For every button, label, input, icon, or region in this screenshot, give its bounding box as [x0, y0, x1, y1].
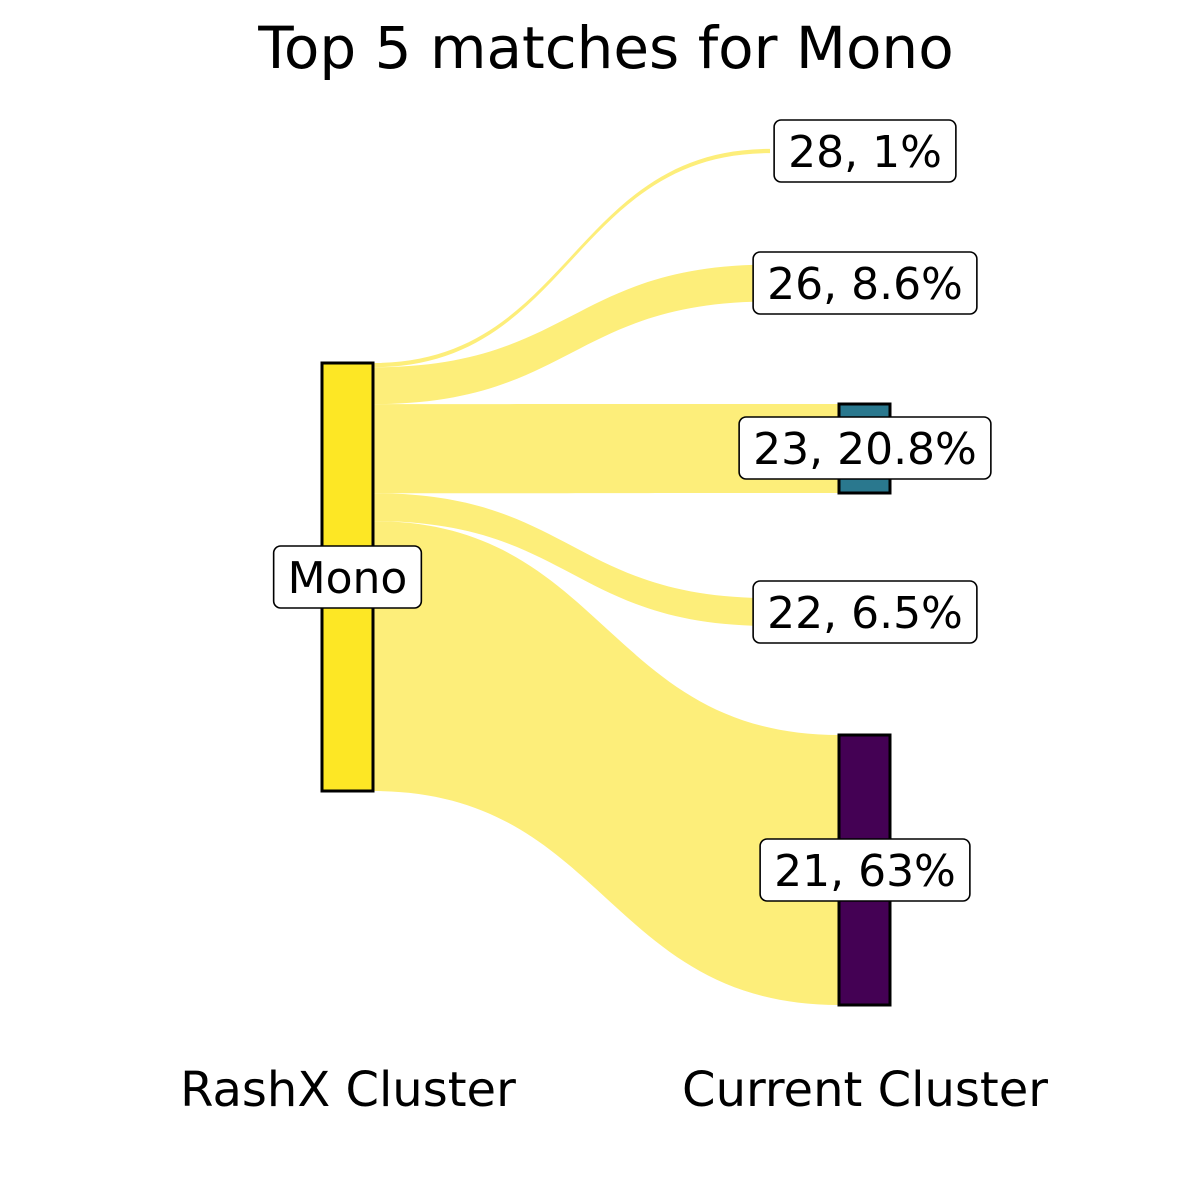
target-node-label-23: 23, 20.8% — [738, 416, 992, 480]
label-group: Mono 28, 1% 26, 8.6% 23, 20.8% 22, 6.5% 21, 6… — [272, 119, 992, 902]
left-axis-label: RashX Cluster — [180, 1062, 516, 1118]
svg-text:22, 6.5%: 22, 6.5% — [767, 588, 963, 639]
target-node-label-26: 26, 8.6% — [752, 251, 978, 315]
flow-group — [373, 148, 839, 1005]
flow-28 — [373, 148, 770, 368]
target-node-label-28: 28, 1% — [773, 119, 957, 183]
svg-text:21, 63%: 21, 63% — [774, 846, 956, 897]
flow-22 — [373, 493, 770, 626]
svg-text:28, 1%: 28, 1% — [788, 127, 942, 178]
flow-21 — [373, 521, 839, 1005]
chart-title: Top 5 matches for Mono — [257, 14, 953, 82]
target-node-label-21: 21, 63% — [759, 838, 971, 902]
svg-text:23, 20.8%: 23, 20.8% — [753, 424, 977, 475]
svg-text:26, 8.6%: 26, 8.6% — [767, 259, 963, 310]
source-node-label: Mono — [272, 545, 423, 609]
right-axis-label: Current Cluster — [682, 1062, 1048, 1118]
flow-23 — [373, 404, 839, 494]
flow-26 — [373, 264, 770, 405]
target-node-label-22: 22, 6.5% — [752, 580, 978, 644]
svg-text:Mono: Mono — [288, 553, 408, 604]
